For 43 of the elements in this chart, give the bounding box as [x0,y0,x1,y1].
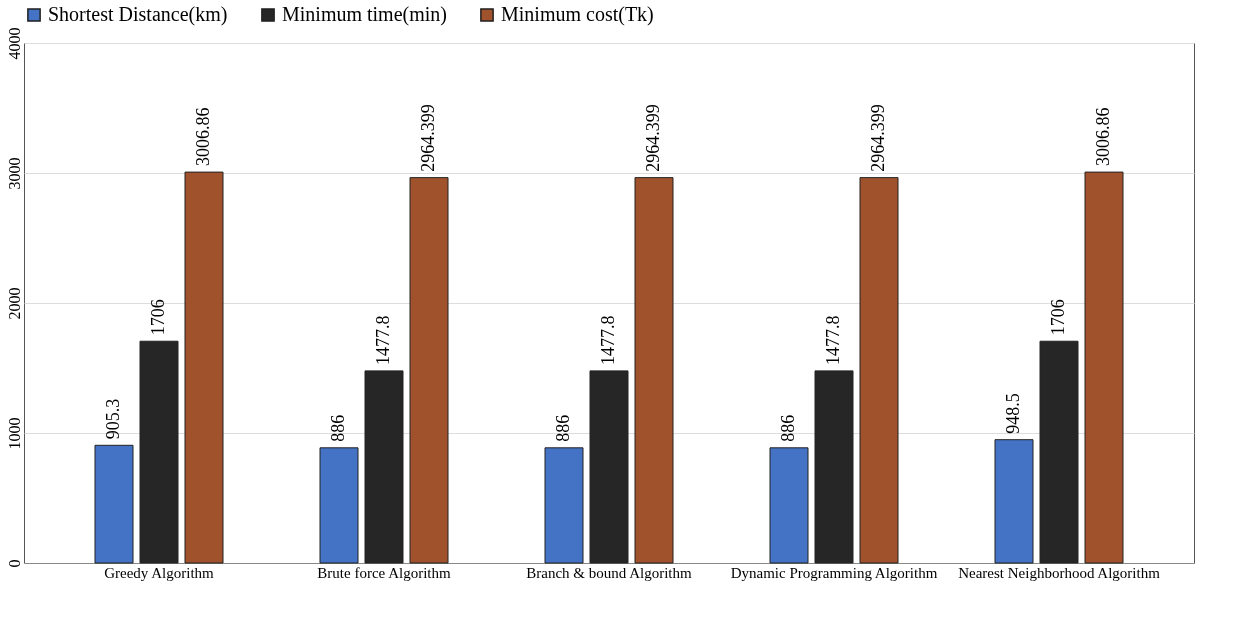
x-tick-label: Branch & bound Algorithm [526,564,693,581]
bar [1084,171,1124,564]
bar [364,370,404,564]
y-tick-label: 1000 [5,417,23,450]
data-label: 3006.86 [193,107,213,167]
y-tick-label: 4000 [5,27,23,60]
x-tick-label: Brute force Algorithm [317,564,451,581]
x-tick-label: Greedy Algorithm [104,564,215,581]
bar [319,447,359,564]
data-label: 2964.399 [868,104,888,172]
bar [139,340,179,564]
bar [994,439,1034,564]
bar [184,171,224,564]
data-label: 905.3 [103,398,123,440]
bar [94,444,134,564]
data-label: 1706 [1048,299,1068,336]
bar [814,370,854,564]
data-label: 1477.8 [598,315,618,365]
y-tick-label: 2000 [5,287,23,320]
y-tick-label: 3000 [5,157,23,190]
data-label: 1706 [148,299,168,336]
bar [859,177,899,564]
data-label: 3006.86 [1093,107,1113,167]
data-label: 1477.8 [823,315,843,365]
data-label: 1477.8 [373,315,393,365]
legend-label: Shortest Distance(km) [48,3,228,26]
bar [1039,340,1079,564]
x-tick-label: Dynamic Programming Algorithm [730,564,938,581]
legend-label: Minimum cost(Tk) [501,3,654,26]
bar [409,177,449,564]
data-label: 948.5 [1003,393,1023,434]
bar [544,447,584,564]
bar [589,370,629,564]
x-tick-label: Nearest Neighborhood Algorithm [958,564,1161,581]
data-label: 2964.399 [418,104,438,172]
data-label: 886 [553,414,573,442]
data-label: 886 [328,414,348,442]
bar [769,447,809,564]
legend-label: Minimum time(min) [282,3,447,26]
bar [634,177,674,564]
data-label: 886 [778,414,798,442]
y-tick-label: 0 [5,559,23,568]
data-label: 2964.399 [643,104,663,172]
